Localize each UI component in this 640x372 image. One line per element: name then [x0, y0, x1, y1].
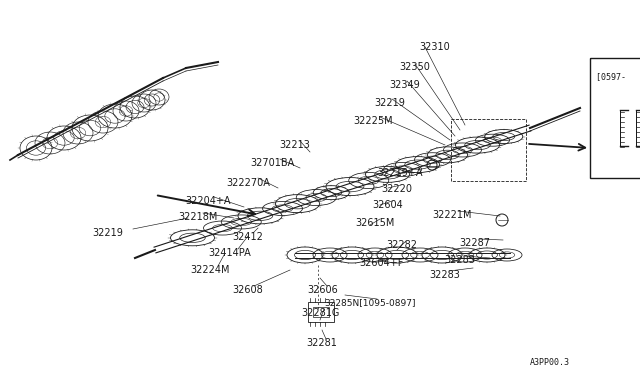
- Text: 32604+F: 32604+F: [360, 258, 404, 268]
- Text: 32350: 32350: [399, 62, 431, 72]
- Text: 32615M: 32615M: [355, 218, 395, 228]
- Text: 32412: 32412: [232, 232, 264, 242]
- Text: 32283: 32283: [445, 255, 476, 265]
- Bar: [313, 307, 329, 317]
- Text: 32287: 32287: [460, 238, 490, 248]
- Text: 32283: 32283: [429, 270, 460, 280]
- Text: 32282: 32282: [387, 240, 417, 250]
- Text: 32204+A: 32204+A: [185, 196, 231, 206]
- Text: 32701BA: 32701BA: [250, 158, 294, 168]
- Text: 32414PA: 32414PA: [209, 248, 252, 258]
- Text: 32225M: 32225M: [353, 116, 393, 126]
- Text: 32281: 32281: [307, 338, 337, 348]
- Bar: [451, 119, 526, 181]
- Text: 32349: 32349: [390, 80, 420, 90]
- Text: 32218M: 32218M: [179, 212, 218, 222]
- Text: 32285N[1095-0897]: 32285N[1095-0897]: [324, 298, 416, 307]
- Text: A3PP00.3: A3PP00.3: [530, 358, 570, 367]
- Text: 32281G: 32281G: [301, 308, 339, 318]
- Text: 32220: 32220: [381, 184, 413, 194]
- Bar: [308, 302, 334, 322]
- Text: 322270A: 322270A: [226, 178, 270, 188]
- Text: 32219: 32219: [93, 228, 124, 238]
- Text: 32224M: 32224M: [190, 265, 230, 275]
- Text: 32219: 32219: [374, 98, 405, 108]
- Text: 32219+A: 32219+A: [377, 168, 423, 178]
- Text: [0597-    ]: [0597- ]: [596, 72, 640, 81]
- Text: 32213: 32213: [280, 140, 310, 150]
- Text: 32221M: 32221M: [432, 210, 472, 220]
- Bar: [590, 58, 640, 178]
- Text: 32606: 32606: [308, 285, 339, 295]
- Text: 32310: 32310: [420, 42, 451, 52]
- Text: 32604: 32604: [372, 200, 403, 210]
- Text: 32608: 32608: [232, 285, 264, 295]
